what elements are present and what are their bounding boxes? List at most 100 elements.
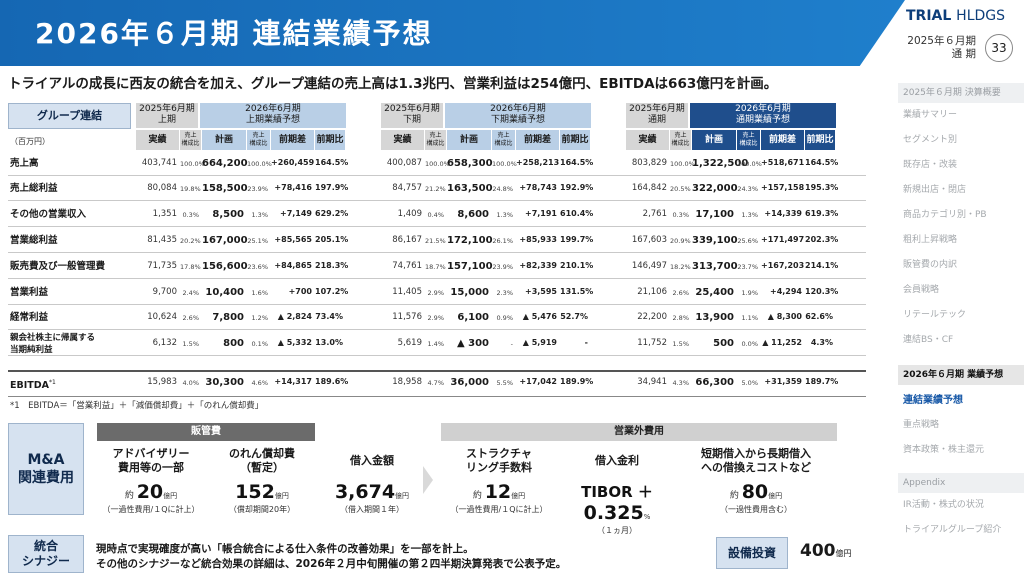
nav-item[interactable]: 会員戦略 (903, 285, 940, 295)
nav-item[interactable]: トライアルグループ紹介 (903, 525, 1002, 535)
nav-item[interactable]: 粗利上昇戦略 (903, 235, 958, 245)
table-cell: 86,167 (392, 235, 422, 245)
table-cell: 6,132 (152, 338, 177, 348)
table-cell: +85,565 (274, 235, 312, 244)
table-cell: 25.1% (247, 237, 268, 245)
subheader-ratio-0-3: 売上 構成比 (247, 130, 270, 150)
table-cell: 100.0% (492, 160, 517, 168)
table-cell: 0.3% (182, 211, 199, 219)
nav-item[interactable]: セグメント別 (903, 135, 958, 145)
ma-item-amount: 20 (136, 481, 164, 503)
table-cell: 197.9% (315, 183, 349, 192)
table-cell: 23.6% (247, 263, 268, 271)
ma-item-unit: % (643, 513, 651, 521)
capex-value: 400億円 (800, 541, 852, 561)
table-cell: 400,087 (386, 158, 422, 168)
table-cell: 13,900 (695, 312, 734, 323)
table-cell: 322,000 (692, 183, 738, 194)
table-cell: +7,191 (524, 209, 557, 218)
subheader-diff-1-4: 前期差 (516, 130, 559, 150)
ma-item-note: （償却期間20年） (228, 505, 296, 514)
table-cell: 11,405 (392, 287, 422, 297)
nav-item[interactable]: 既存店・改装 (903, 160, 958, 170)
row-label: 親会社株主に帰属する 当期純利益 (10, 333, 96, 355)
table-cell: 218.3% (315, 261, 349, 270)
table-cell: 20.5% (670, 185, 691, 193)
table-cell: 339,100 (692, 235, 738, 246)
ma-title-box: M&A 関連費用 (8, 423, 84, 515)
table-cell: 167,000 (202, 235, 248, 246)
row-label: 販売費及び一般管理費 (10, 261, 106, 272)
table-cell: 1,351 (152, 209, 177, 219)
table-cell: 163,500 (447, 183, 493, 194)
table-cell: 66,300 (695, 377, 734, 388)
nav-item[interactable]: 商品カテゴリ別・PB (903, 210, 987, 220)
table-cell: ▲ 5,476 (522, 312, 557, 321)
table-cell: 7,800 (212, 312, 244, 323)
table-cell: 10,400 (205, 287, 244, 298)
row-divider (8, 200, 866, 201)
table-cell: 205.1% (315, 235, 349, 244)
ma-item-value: 3,674億円 (317, 481, 427, 503)
table-cell: 18.7% (425, 263, 446, 271)
ma-item-note: （一過性費用含む） (720, 505, 792, 514)
nav-section-appendix: Appendix (898, 473, 1024, 493)
ma-item-prefix: TIBOR ＋ (581, 483, 653, 501)
page-number: 33 (985, 34, 1013, 62)
table-cell: 21.5% (425, 237, 446, 245)
nav-item[interactable]: 重点戦略 (903, 420, 940, 430)
subheader-plan-2-2: 計画 (692, 130, 736, 150)
table-cell: +82,339 (519, 261, 557, 270)
nav-item[interactable]: IR活動・株式の状況 (903, 500, 984, 510)
ma-item-label: ストラクチャ リング手数料 (466, 447, 532, 474)
table-cell: 800 (223, 338, 244, 349)
table-cell: 1,322,500 (692, 158, 749, 169)
ma-item: アドバイザリー 費用等の一部約 20億円 （一過性費用/１Qに計上） (97, 447, 205, 515)
row-label: 営業利益 (10, 287, 49, 298)
table-cell: 0.9% (496, 314, 513, 322)
table-cell: 21.2% (425, 185, 446, 193)
table-cell: 5.0% (741, 379, 758, 387)
ma-item-label: のれん償却費 （暫定） (229, 447, 295, 474)
ma-item-note: （１ヵ月） (597, 526, 637, 535)
table-cell: ▲ 11,252 (762, 338, 802, 347)
nav-item[interactable]: 業績サマリー (903, 110, 958, 120)
subheader-ratio-2-3: 売上 構成比 (737, 130, 760, 150)
table-cell: 6,100 (457, 312, 489, 323)
table-cell: 15,983 (147, 377, 177, 387)
table-cell: 1.4% (427, 340, 444, 348)
block-plan-header-1: 2026年6月期 下期業績予想 (445, 103, 591, 128)
table-cell: 157,100 (447, 261, 493, 272)
table-cell: 403,741 (141, 158, 177, 168)
nav-item[interactable]: 連結BS・CF (903, 335, 954, 345)
block-plan-header-0: 2026年6月期 上期業績予想 (200, 103, 346, 128)
row-label: 売上高 (10, 158, 39, 169)
table-cell: 1.9% (741, 289, 758, 297)
subheader-yoy-2-5: 前期比 (805, 130, 835, 150)
table-cell: 24.3% (737, 185, 758, 193)
table-cell: 199.7% (560, 235, 594, 244)
nav-item[interactable]: 連結業績予想 (903, 395, 963, 406)
table-cell: 189.6% (315, 377, 349, 386)
table-cell: 24.8% (492, 185, 513, 193)
nav-item[interactable]: リテールテック (903, 310, 967, 320)
nav-item[interactable]: 新規出店・閉店 (903, 185, 967, 195)
table-cell: 120.3% (805, 287, 839, 296)
table-cell: +700 (288, 287, 312, 296)
table-cell: 100.0% (247, 160, 272, 168)
table-cell: 71,735 (147, 261, 177, 271)
table-cell: 1.6% (251, 289, 268, 297)
row-divider (8, 355, 866, 356)
row-divider (8, 278, 866, 279)
nav-item[interactable]: 販管費の内訳 (903, 260, 958, 270)
subheader-ratio-1-3: 売上 構成比 (492, 130, 515, 150)
title-banner (0, 0, 905, 66)
table-cell: 167,603 (631, 235, 667, 245)
section-navigation: 2025年６月期 決算概要 業績サマリー セグメント別 既存店・改装 新規出店・閉店 商品… (898, 83, 1024, 543)
nav-item[interactable]: 資本政策・株主還元 (903, 445, 985, 455)
table-cell: +4,294 (769, 287, 802, 296)
ma-item: 短期借入から長期借入 への借換えコストなど約 80億円 （一過性費用含む） (676, 447, 836, 515)
table-cell: ▲ 300 (456, 338, 489, 349)
subheader-actual-2-0: 実績 (626, 130, 669, 150)
